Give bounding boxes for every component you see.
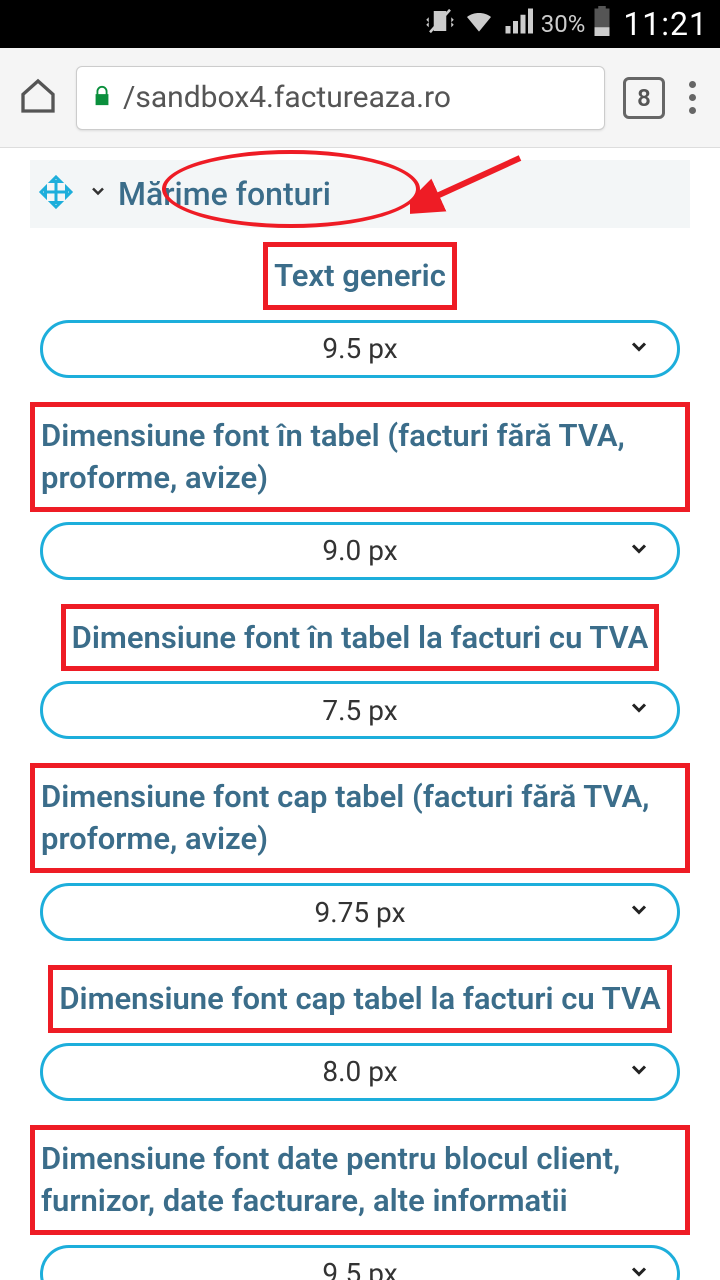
annotation-box: Dimensiune font în tabel la facturi cu T…: [61, 604, 660, 672]
font-size-select[interactable]: 9.5 px: [40, 1245, 680, 1280]
font-option-group: Text generic 9.5 px: [30, 242, 690, 378]
browser-toolbar: /sandbox4.factureaza.ro 8: [0, 48, 720, 148]
font-size-select[interactable]: 7.5 px: [40, 681, 680, 739]
chevron-down-icon[interactable]: [88, 181, 108, 207]
font-size-select[interactable]: 9.0 px: [40, 522, 680, 580]
annotation-box: Dimensiune font în tabel (facturi fără T…: [30, 402, 690, 512]
chevron-down-icon: [627, 332, 651, 365]
tab-count-value: 8: [637, 84, 651, 112]
option-label: Dimensiune font în tabel (facturi fără T…: [41, 415, 679, 499]
url-bar[interactable]: /sandbox4.factureaza.ro: [76, 66, 605, 130]
section-header[interactable]: Mărime fonturi: [30, 160, 690, 228]
annotation-box: Dimensiune font date pentru blocul clien…: [30, 1125, 690, 1235]
annotation-box: Dimensiune font cap tabel (facturi fără …: [30, 763, 690, 873]
font-option-group: Dimensiune font în tabel (facturi fără T…: [30, 402, 690, 580]
select-value: 9.5 px: [322, 332, 397, 365]
battery-icon: [593, 6, 611, 43]
chevron-down-icon: [627, 1055, 651, 1088]
overflow-menu-icon[interactable]: [683, 81, 702, 114]
select-value: 7.5 px: [322, 694, 397, 727]
url-text: /sandbox4.factureaza.ro: [123, 80, 451, 115]
option-label: Dimensiune font în tabel la facturi cu T…: [72, 617, 649, 659]
tab-switcher[interactable]: 8: [623, 77, 665, 119]
wifi-icon: [463, 5, 495, 44]
annotation-box: Dimensiune font cap tabel la facturi cu …: [48, 965, 671, 1033]
font-size-select[interactable]: 9.5 px: [40, 320, 680, 378]
option-label: Dimensiune font date pentru blocul clien…: [41, 1138, 679, 1222]
move-icon[interactable]: [38, 174, 74, 214]
option-label: Dimensiune font cap tabel (facturi fără …: [41, 776, 679, 860]
page-content: Mărime fonturi Text generic 9.5 px Dimensi…: [0, 160, 720, 1280]
select-value: 9.5 px: [322, 1257, 397, 1280]
vibrate-icon: [425, 6, 455, 43]
font-size-select[interactable]: 8.0 px: [40, 1043, 680, 1101]
chevron-down-icon: [627, 1257, 651, 1280]
annotation-box: Text generic: [263, 242, 457, 310]
select-value: 9.0 px: [322, 534, 397, 567]
chevron-down-icon: [627, 694, 651, 727]
select-value: 8.0 px: [322, 1055, 397, 1088]
option-label: Dimensiune font cap tabel la facturi cu …: [59, 978, 660, 1020]
lock-icon: [91, 80, 113, 115]
option-label: Text generic: [274, 255, 446, 297]
battery-percent: 30%: [541, 10, 586, 38]
font-option-group: Dimensiune font în tabel la facturi cu T…: [30, 604, 690, 740]
chevron-down-icon: [627, 896, 651, 929]
signal-icon: [503, 6, 533, 43]
font-option-group: Dimensiune font date pentru blocul clien…: [30, 1125, 690, 1280]
section-title: Mărime fonturi: [118, 175, 331, 213]
home-icon[interactable]: [18, 76, 58, 120]
clock: 11:21: [623, 5, 708, 43]
font-size-select[interactable]: 9.75 px: [40, 883, 680, 941]
annotation-arrow: [410, 152, 530, 222]
android-status-bar: 30% 11:21: [0, 0, 720, 48]
font-option-group: Dimensiune font cap tabel (facturi fără …: [30, 763, 690, 941]
select-value: 9.75 px: [315, 896, 406, 929]
chevron-down-icon: [627, 534, 651, 567]
font-option-group: Dimensiune font cap tabel la facturi cu …: [30, 965, 690, 1101]
